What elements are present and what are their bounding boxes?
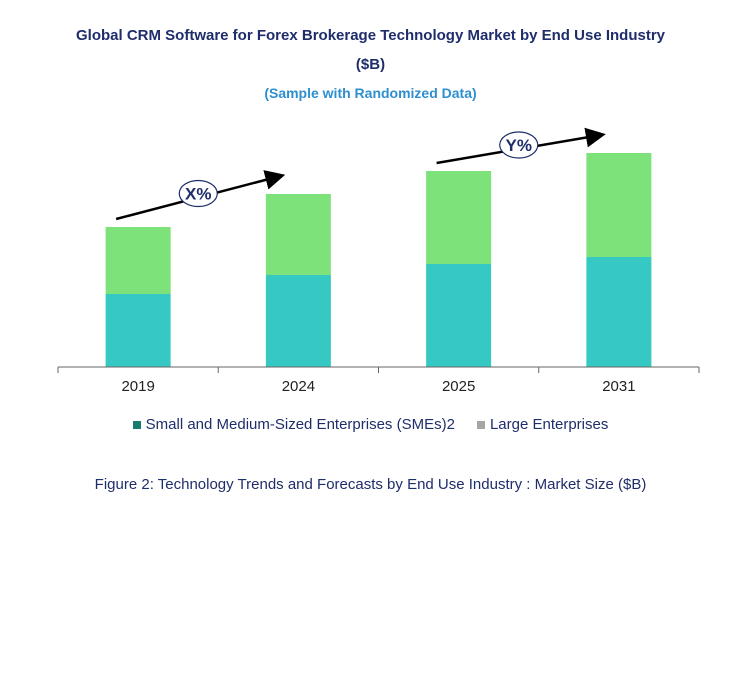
x-tick-label-2031: 2031 (602, 378, 635, 395)
growth-label-0: X% (185, 185, 211, 204)
legend-label-large: Large Enterprises (489, 416, 609, 433)
growth-label-bubble-0 (178, 179, 218, 208)
chart-title: Global CRM Software for Forex Brokerage … (76, 27, 665, 44)
bar-2031-series-0 (586, 257, 652, 367)
bar-2019-series-0 (105, 294, 171, 367)
growth-label-1: Y% (506, 136, 532, 155)
bar-2024-series-0 (265, 275, 331, 367)
bar-2025-series-0 (426, 264, 492, 367)
legend-item-smes: Small and Medium-Sized Enterprises (SMEs… (132, 416, 455, 433)
bar-2031-series-1 (586, 153, 652, 257)
legend-swatch-large (476, 420, 485, 429)
chart-legend: Small and Medium-Sized Enterprises (SMEs… (0, 416, 741, 433)
x-tick-label-2019: 2019 (121, 378, 154, 395)
bar-2019-series-1 (105, 227, 171, 294)
bar-2024-series-1 (265, 194, 331, 275)
x-tick-label-2025: 2025 (442, 378, 475, 395)
legend-swatch-smes (132, 420, 141, 429)
legend-label-smes: Small and Medium-Sized Enterprises (SMEs… (145, 416, 455, 433)
figure-caption: Figure 2: Technology Trends and Forecast… (94, 476, 647, 493)
bar-2025-series-1 (426, 171, 492, 264)
growth-label-bubble-1 (499, 131, 539, 159)
bar-chart: 2019 2024 2025 2031 X% Y% (57, 127, 700, 395)
legend-item-large: Large Enterprises (476, 416, 609, 433)
x-tick-label-2024: 2024 (282, 378, 315, 395)
chart-title-unit: ($B) (355, 56, 386, 73)
chart-subtitle: (Sample with Randomized Data) (264, 85, 477, 101)
